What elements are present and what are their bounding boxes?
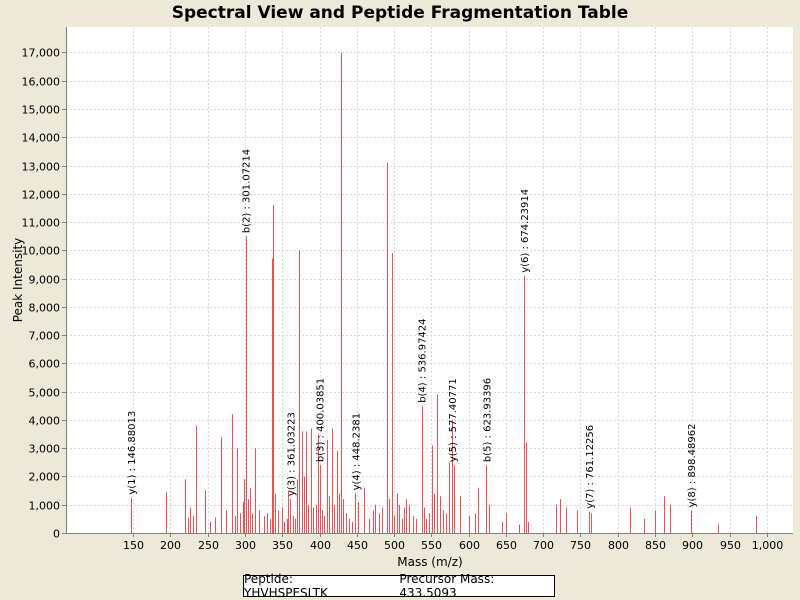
y-axis-ticks: 0 1,000 2,000 3,000 4,000 5,000 6,000 7,000 8,00… [22,47,66,541]
x-tick-label: 350 [272,539,293,552]
peak-annotation-label: b(3) : 400.03851 [316,378,327,462]
peak-annotation-label: y(5) : 577.40771 [448,378,459,462]
y-tick-label: 6,000 [29,358,61,371]
peak-annotation-label: y(3) : 361.03223 [286,412,297,496]
y-tick-label: 4,000 [29,415,61,428]
precursor-mass-label: Precursor Mass: 433.5093 [399,572,495,600]
y-tick-label: 15,000 [22,104,61,117]
x-tick-label: 150 [123,539,144,552]
x-tick-label: 600 [459,539,480,552]
x-tick-label: 650 [496,539,517,552]
x-tick-label: 400 [310,539,331,552]
x-tick-label: 550 [421,539,442,552]
peak-annotation-label: y(8) : 898.48962 [687,423,698,507]
peak-annotations: y(1) : 146.88013 b(2) : 301.07214 y(3) : 3… [127,149,698,509]
x-tick-label: 450 [347,539,368,552]
x-tick-label: 900 [682,539,703,552]
y-tick-label: 3,000 [29,443,61,456]
peak-annotation-label: y(7) : 761.12256 [585,425,596,509]
y-tick-label: 14,000 [22,132,61,145]
y-tick-label: 9,000 [29,274,61,287]
grid-lines [66,27,793,533]
peptide-label: Peptide: YHVHSPESLTK [244,572,328,600]
y-tick-label: 2,000 [29,471,61,484]
y-tick-label: 13,000 [22,161,61,174]
peak-annotation-label: y(4) : 448.2381 [351,413,362,491]
legend-box: Peptide: YHVHSPESLTK Precursor Mass: 433… [243,572,555,600]
peak-annotation-label: b(2) : 301.07214 [242,149,253,233]
x-tick-label: 1,000 [752,539,784,552]
peak-annotation-label: y(6) : 674.23914 [520,189,531,273]
x-tick-label: 300 [235,539,256,552]
y-tick-label: 16,000 [22,76,61,89]
x-tick-label: 500 [384,539,405,552]
peaks [131,52,757,533]
x-axis-ticks: 150 200 250 300 350 400 450 500 550 600 650 700 750 8… [123,533,783,552]
x-tick-label: 250 [198,539,219,552]
x-axis-label: Mass (m/z) [397,555,462,569]
x-tick-label: 800 [608,539,629,552]
x-tick-label: 850 [645,539,666,552]
y-tick-label: 7,000 [29,330,61,343]
y-tick-label: 17,000 [22,47,61,60]
x-tick-label: 200 [160,539,181,552]
x-tick-label: 950 [720,539,741,552]
chart-title: Spectral View and Peptide Fragmentation … [171,3,629,23]
y-tick-label: 1,000 [29,500,61,513]
peak-annotation-label: y(1) : 146.88013 [127,411,138,495]
peak-annotation-label: b(5) : 623.93396 [482,378,493,462]
y-axis-label: Peak Intensity [11,238,25,323]
y-tick-label: 8,000 [29,302,61,315]
y-tick-label: 0 [53,528,60,541]
x-tick-label: 750 [570,539,591,552]
peak-annotation-label: b(4) : 536.97424 [418,318,429,402]
y-tick-label: 10,000 [22,245,61,258]
y-tick-label: 12,000 [22,189,61,202]
y-tick-label: 11,000 [22,217,61,230]
x-tick-label: 700 [533,539,554,552]
y-tick-label: 5,000 [29,387,61,400]
